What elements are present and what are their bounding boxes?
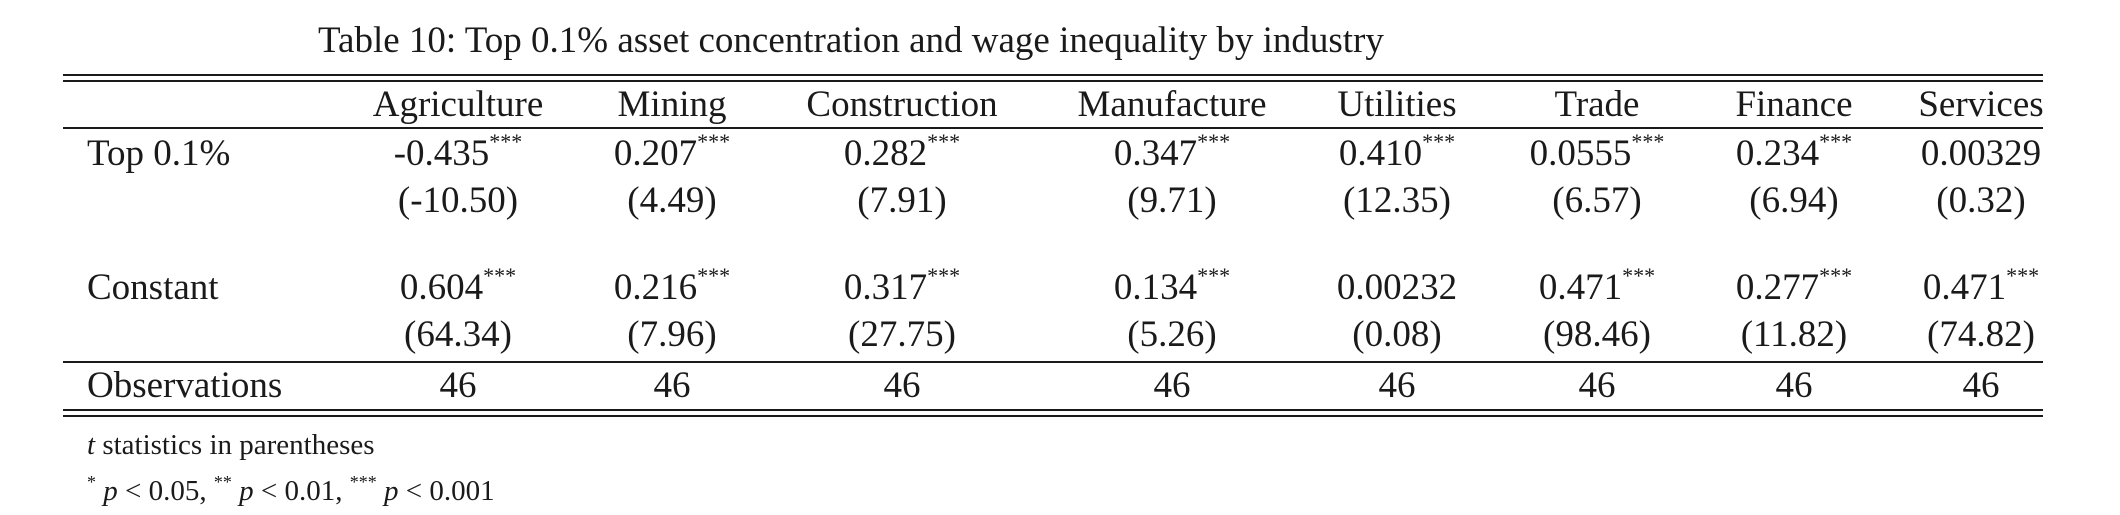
tstat-top-utilities: (12.35) [1343,180,1451,221]
col-header-manufacture: Manufacture [1077,84,1267,125]
tstat-top-agriculture: (-10.50) [397,180,519,221]
tstat-top-construction: (7.91) [857,180,947,221]
tstat-constant-services: (74.82) [1927,314,2035,355]
tstat-constant-utilities: (0.08) [1352,314,1442,355]
coef-top-agriculture: -0.435*** [393,129,523,174]
obs-trade: 46 [1578,365,1616,406]
coef-constant-utilities: 0.00232 [1336,267,1458,308]
top-rule-1 [63,74,2043,76]
tstat-constant-mining: (7.96) [627,314,717,355]
header-rule [63,127,2043,129]
tstat-constant-agriculture: (64.34) [404,314,512,355]
coef-top-mining: 0.207*** [613,129,731,174]
top-rule-2 [63,80,2043,82]
obs-agriculture: 46 [439,365,477,406]
coef-top-construction: 0.282*** [843,129,961,174]
col-header-services: Services [1918,84,2044,125]
col-header-agriculture: Agriculture [372,84,544,125]
coef-constant-finance: 0.277*** [1735,263,1853,308]
row-label-observations: Observations [87,365,283,406]
tstat-top-trade: (6.57) [1552,180,1642,221]
coef-constant-manufacture: 0.134*** [1113,263,1231,308]
coef-top-manufacture: 0.347*** [1113,129,1231,174]
note-tstat: t statistics in parentheses [87,429,375,461]
tstat-constant-finance: (11.82) [1740,314,1848,355]
obs-construction: 46 [883,365,921,406]
obs-mining: 46 [653,365,691,406]
tstat-constant-construction: (27.75) [848,314,956,355]
coef-constant-agriculture: 0.604*** [399,263,517,308]
tstat-top-mining: (4.49) [627,180,717,221]
col-header-trade: Trade [1554,84,1640,125]
coef-top-services: 0.00329 [1920,133,2042,174]
obs-services: 46 [1962,365,2000,406]
col-header-mining: Mining [617,84,727,125]
obs-manufacture: 46 [1153,365,1191,406]
col-header-utilities: Utilities [1337,84,1457,125]
row-label-constant: Constant [87,267,219,308]
bottom-rule-1 [63,409,2043,411]
tstat-top-manufacture: (9.71) [1127,180,1217,221]
table-caption: Table 10: Top 0.1% asset concentration a… [318,20,1384,61]
tstat-constant-trade: (98.46) [1543,314,1651,355]
note-significance: * p < 0.05, ** p < 0.01, *** p < 0.001 [87,472,495,507]
coef-constant-mining: 0.216*** [613,263,731,308]
coef-constant-services: 0.471*** [1922,263,2040,308]
coef-top-trade: 0.0555*** [1529,129,1665,174]
body-rule [63,361,2043,363]
col-header-finance: Finance [1735,84,1853,125]
col-header-construction: Construction [806,84,998,125]
tstat-top-services: (0.32) [1936,180,2026,221]
obs-finance: 46 [1775,365,1813,406]
row-label-top: Top 0.1% [87,133,231,174]
bottom-rule-2 [63,415,2043,417]
coef-constant-trade: 0.471*** [1538,263,1656,308]
coef-top-finance: 0.234*** [1735,129,1853,174]
tstat-constant-manufacture: (5.26) [1127,314,1217,355]
coef-constant-construction: 0.317*** [843,263,961,308]
coef-top-utilities: 0.410*** [1338,129,1456,174]
tstat-top-finance: (6.94) [1749,180,1839,221]
obs-utilities: 46 [1378,365,1416,406]
